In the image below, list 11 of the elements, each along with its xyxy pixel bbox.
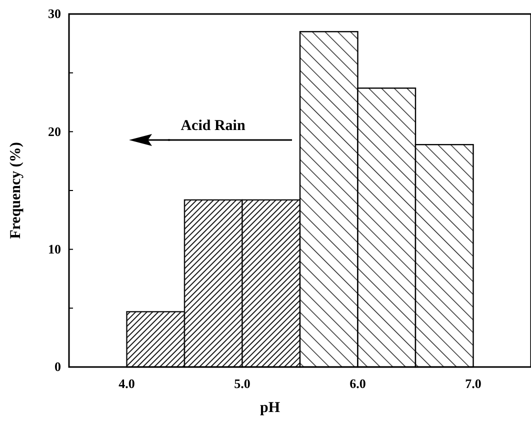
y-tick-label: 30 xyxy=(48,6,61,22)
y-axis-title: Frequency (%) xyxy=(8,142,24,239)
x-tick-label: 7.0 xyxy=(465,376,482,392)
y-tick-label: 0 xyxy=(54,359,61,374)
x-tick-label: 6.0 xyxy=(350,376,366,392)
x-axis-title: pH xyxy=(260,400,280,416)
y-tick-label: 20 xyxy=(48,124,61,139)
annotation: Acid Rain xyxy=(180,118,246,134)
y-tick-label: 10 xyxy=(48,241,61,256)
x-tick-label: 4.0 xyxy=(118,376,135,392)
x-tick-label: 5.0 xyxy=(234,376,250,392)
